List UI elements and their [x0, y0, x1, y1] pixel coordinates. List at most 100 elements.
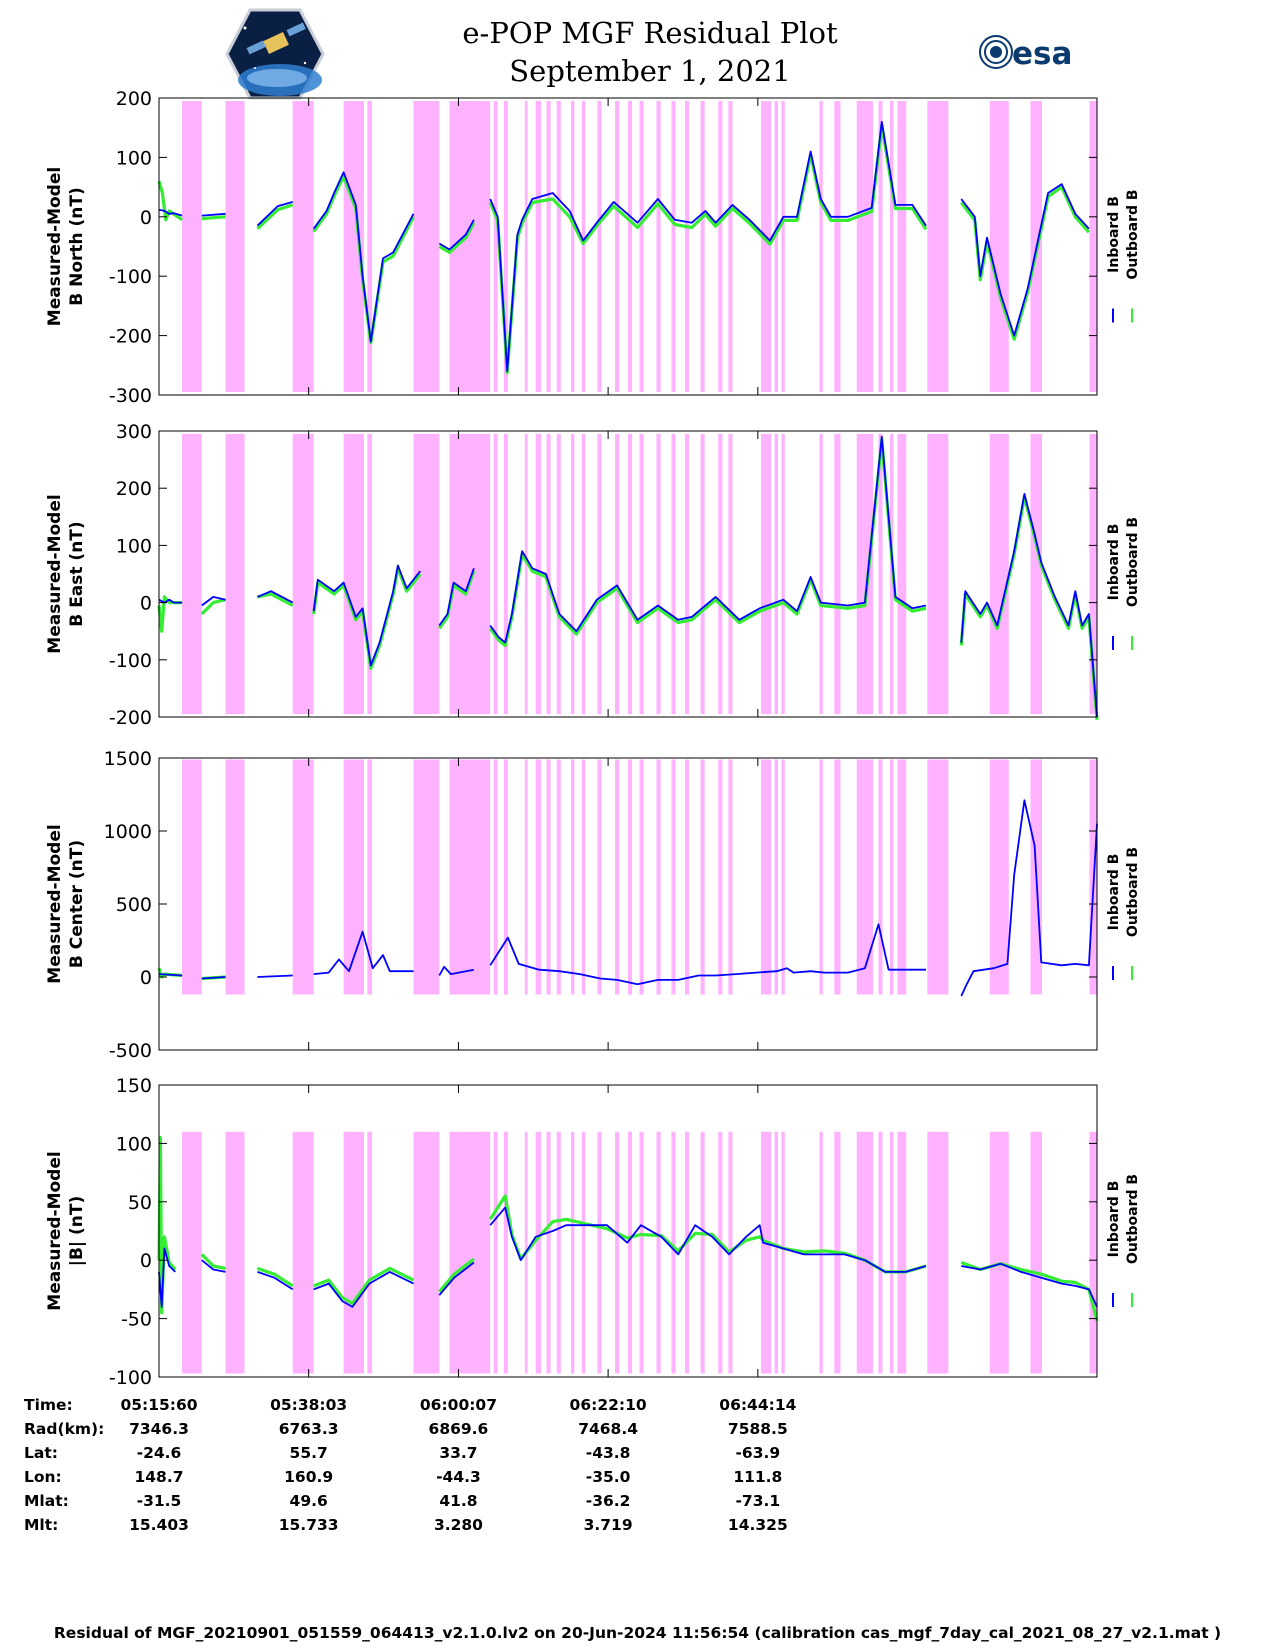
gap-band	[535, 1131, 542, 1374]
outboard-series-line	[488, 123, 928, 374]
gap-band	[556, 100, 561, 393]
gap-band	[570, 433, 575, 715]
chart-panel-1: 200 100 0 -100 -200 -300 Measured-Model B North…	[45, 88, 1141, 407]
table-cell: -31.5	[137, 1492, 182, 1510]
gap-band	[628, 100, 633, 393]
outboard-series-line	[200, 598, 226, 616]
y-axis-label-line2: |B| (nT)	[67, 1196, 87, 1267]
y-tick-label: 100	[116, 1133, 152, 1155]
gap-band	[671, 759, 676, 995]
gap-band	[774, 759, 778, 995]
outboard-series-line	[313, 1266, 415, 1306]
inboard-series-line	[438, 1261, 475, 1296]
gap-band	[927, 759, 949, 995]
table-cell: 7468.4	[578, 1420, 638, 1438]
gap-band	[927, 433, 949, 715]
gap-band	[781, 759, 785, 995]
gap-band	[225, 1131, 245, 1374]
gap-band	[597, 759, 602, 995]
gap-band	[728, 100, 733, 393]
y-axis-label-line1: Measured-Model	[45, 824, 65, 983]
gap-band	[671, 433, 676, 715]
y-tick-label: 150	[116, 1075, 152, 1097]
table-cell: 6763.3	[279, 1420, 339, 1438]
gap-band	[413, 1131, 440, 1374]
gap-band	[718, 759, 723, 995]
outboard-series-line	[488, 438, 927, 648]
y-tick-label: -100	[109, 1367, 152, 1389]
gap-band	[671, 1131, 676, 1374]
gap-band	[1030, 1131, 1043, 1374]
legend-outboard-label: Outboard B	[1125, 189, 1141, 279]
gap-band	[1089, 100, 1097, 393]
gap-band	[856, 433, 874, 715]
gap-band	[718, 433, 723, 715]
y-tick-label: 0	[140, 207, 152, 229]
legend-inboard-label: Inboard B	[1106, 1181, 1122, 1258]
gap-band	[473, 1131, 491, 1374]
y-tick-label: 0	[140, 1250, 152, 1272]
inboard-series-line	[257, 974, 293, 978]
gap-band	[292, 759, 314, 995]
gap-band	[413, 100, 440, 393]
table-cell: 7588.5	[728, 1420, 788, 1438]
inboard-series-line	[257, 590, 294, 604]
gap-band	[989, 1131, 1009, 1374]
inboard-series-line	[489, 435, 927, 644]
table-row-label: Time:	[24, 1396, 73, 1414]
gap-band	[989, 100, 1009, 393]
gap-band	[570, 1131, 575, 1374]
outboard-series-line	[201, 215, 226, 221]
gap-band	[225, 433, 245, 715]
gap-band	[546, 1131, 551, 1374]
table-cell: 111.8	[733, 1468, 782, 1486]
gap-band	[685, 759, 690, 995]
table-cell: -36.2	[586, 1492, 631, 1510]
table-cell: -43.8	[586, 1444, 631, 1462]
gap-band	[628, 1131, 633, 1374]
table-cell: 33.7	[439, 1444, 477, 1462]
y-tick-label: 0	[140, 967, 152, 989]
inboard-series-line	[438, 219, 475, 251]
inboard-series-line	[489, 120, 927, 373]
chart-panel-2: 300 200 100 0 -100 -200 Measured-Model B East (…	[45, 421, 1141, 729]
y-axis-label-line1: Measured-Model	[45, 494, 65, 653]
gap-band	[671, 100, 676, 393]
gap-band	[718, 1131, 723, 1374]
legend-outboard-label: Outboard B	[1125, 847, 1141, 937]
inboard-series-line	[257, 1271, 294, 1291]
gap-band	[897, 433, 907, 715]
inboard-series-line	[489, 1206, 927, 1273]
gap-band	[856, 1131, 874, 1374]
gap-band	[781, 100, 785, 393]
gap-band	[656, 100, 661, 393]
y-axis-label-line2: B Center (nT)	[67, 840, 87, 968]
gap-band	[473, 759, 491, 995]
gap-band	[570, 100, 575, 393]
gap-band	[781, 1131, 785, 1374]
gap-band	[781, 433, 785, 715]
page-title: e-POP MGF Residual Plot	[462, 16, 838, 50]
gap-band	[774, 100, 778, 393]
gap-band	[449, 1131, 474, 1374]
y-tick-label: 0	[140, 593, 152, 615]
inboard-series-line	[960, 799, 1098, 997]
gap-band	[570, 759, 575, 995]
gap-band	[524, 100, 528, 393]
legend-labels: Inboard B Outboard B	[1106, 517, 1141, 607]
table-cell: 06:00:07	[420, 1396, 497, 1414]
gap-band	[761, 759, 772, 995]
y-tick-label: -100	[109, 650, 152, 672]
legend-labels: Inboard B Outboard B	[1106, 1174, 1141, 1264]
gap-band	[889, 759, 894, 995]
gap-band	[639, 1131, 644, 1374]
legend-outboard-label: Outboard B	[1125, 1174, 1141, 1264]
gap-band	[343, 759, 364, 995]
gap-band	[546, 433, 551, 715]
y-axis-label: Measured-Model B Center (nT)	[45, 824, 87, 983]
outboard-series-line	[200, 1253, 226, 1270]
gap-band	[685, 1131, 690, 1374]
